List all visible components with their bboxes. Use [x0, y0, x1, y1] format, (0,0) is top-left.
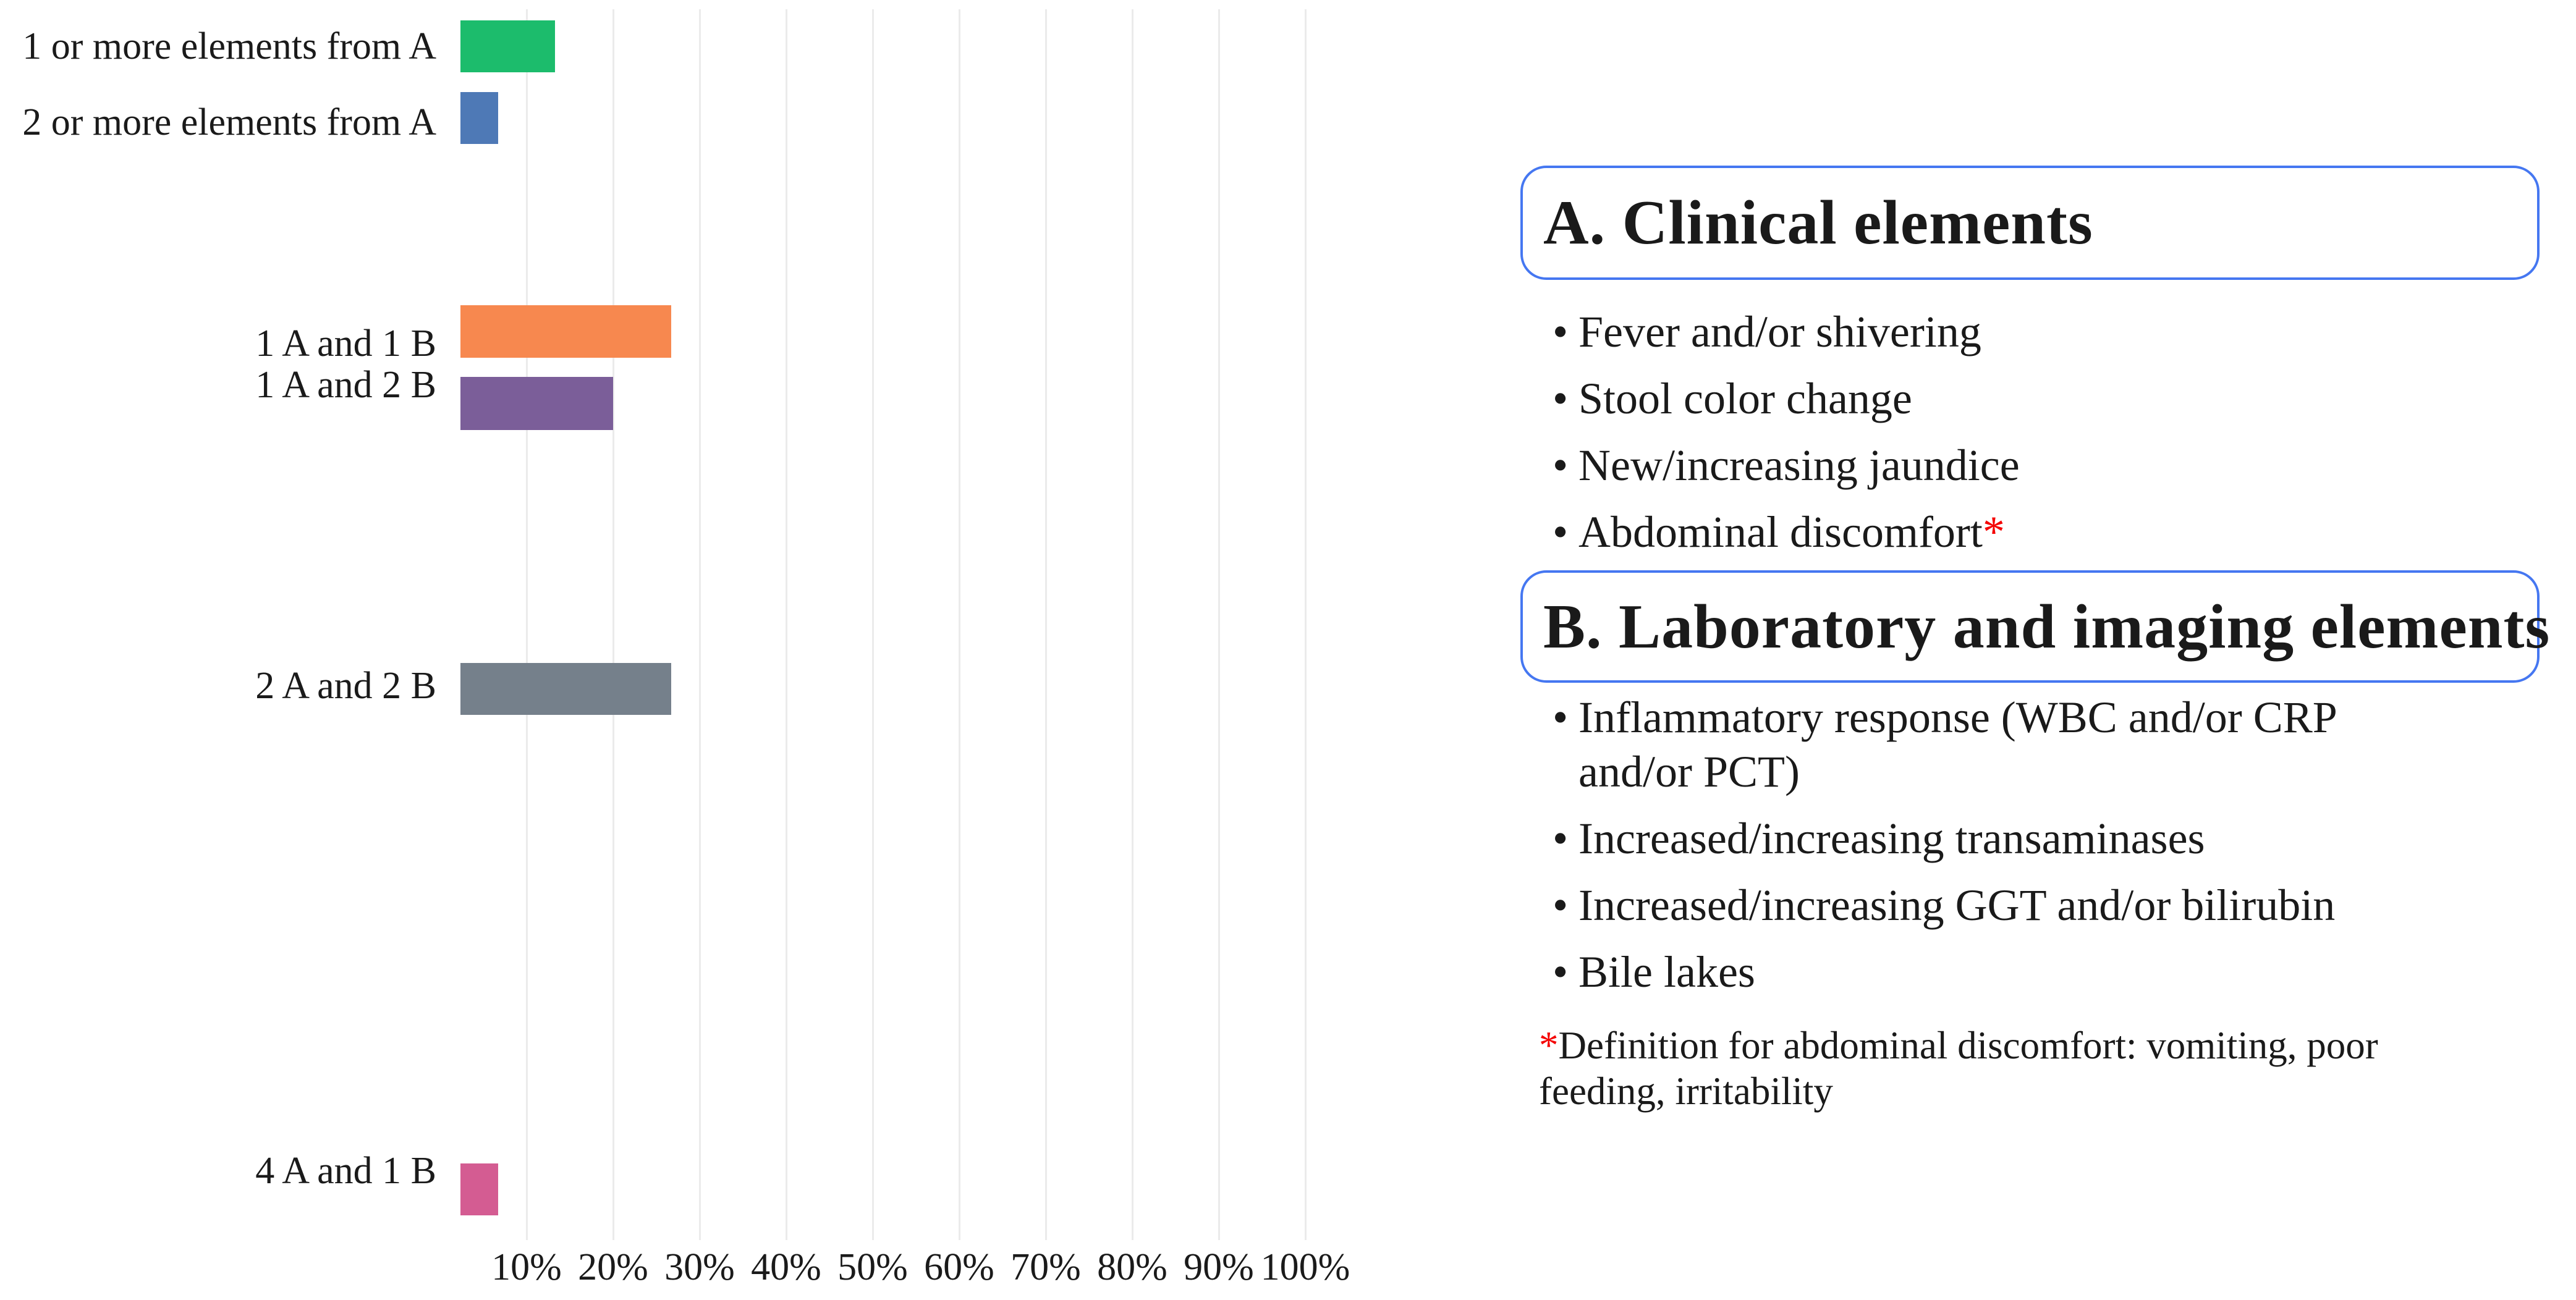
bullet-icon: •: [1553, 374, 1569, 423]
lab-imaging-item-3: • Increased/increasing GGT and/or bilirub…: [1553, 878, 2517, 932]
x-tick-label-80%: 80%: [1097, 1246, 1167, 1288]
clinical-elements-list: • Fever and/or shivering • Stool color chan…: [1553, 305, 2517, 572]
bullet-icon: •: [1553, 814, 1569, 863]
bullet-icon: •: [1553, 441, 1569, 490]
lab-imaging-item-3-line-1: Increased/increasing GGT and/or bilirubi…: [1578, 880, 2336, 930]
gridline-100%: [1305, 9, 1307, 1240]
category-label-4: 1 A and 2 B: [255, 364, 436, 406]
lab-imaging-elements-title: B. Laboratory and imaging elements: [1543, 591, 2551, 662]
clinical-item-3: • New/increasing jaundice: [1553, 438, 2517, 492]
gridline-20%: [612, 9, 614, 1240]
gridline-90%: [1218, 9, 1220, 1240]
x-tick-label-20%: 20%: [578, 1246, 648, 1288]
category-label-2: 2 or more elements from A: [22, 101, 436, 143]
bullet-icon: •: [1553, 947, 1569, 997]
clinical-item-2: • Stool color change: [1553, 371, 2517, 426]
category-label-3: 1 A and 1 B: [255, 323, 436, 365]
bullet-icon: •: [1553, 307, 1569, 357]
gridline-10%: [526, 9, 528, 1240]
clinical-item-4: • Abdominal discomfort*: [1553, 505, 2517, 559]
bar-1: [460, 20, 555, 72]
lab-imaging-item-1-line-2: and/or PCT): [1578, 747, 1800, 796]
lab-imaging-elements-box: B. Laboratory and imaging elements: [1520, 570, 2549, 683]
bullet-icon: •: [1553, 880, 1569, 930]
clinical-item-2-line-1: Stool color change: [1578, 374, 1912, 423]
x-tick-label-50%: 50%: [837, 1246, 908, 1288]
gridline-70%: [1045, 9, 1047, 1240]
bullet-icon: •: [1553, 507, 1569, 557]
x-tick-label-60%: 60%: [924, 1246, 994, 1288]
footnote: *Definition for abdominal discomfort: vo…: [1539, 1023, 2404, 1114]
bar-chart: 1 or more elements from A 2 or more eleme…: [22, 9, 1350, 1288]
clinical-elements-title: A. Clinical elements: [1543, 188, 2093, 258]
clinical-elements-box: A. Clinical elements: [1520, 166, 2540, 280]
x-tick-label-10%: 10%: [491, 1246, 562, 1288]
footnote-line-2: feeding, irritability: [1539, 1070, 1833, 1113]
bar-3: [460, 305, 671, 358]
gridline-60%: [959, 9, 960, 1240]
lab-imaging-item-4: • Bile lakes: [1553, 945, 2517, 999]
x-tick-label-90%: 90%: [1184, 1246, 1254, 1288]
clinical-item-1-line-1: Fever and/or shivering: [1578, 307, 1981, 357]
bar-2: [460, 92, 498, 144]
red-asterisk: *: [1982, 507, 2005, 557]
lab-imaging-item-2: • Increased/increasing transaminases: [1553, 811, 2517, 866]
category-label-5: 2 A and 2 B: [255, 665, 436, 707]
bar-6: [460, 1163, 498, 1215]
gridline-50%: [872, 9, 874, 1240]
clinical-item-1: • Fever and/or shivering: [1553, 305, 2517, 359]
category-label-6: 4 A and 1 B: [255, 1150, 436, 1192]
lab-imaging-elements-list: • Inflammatory response (WBC and/or CRP an…: [1553, 690, 2517, 1011]
x-tick-label-30%: 30%: [664, 1246, 735, 1288]
x-tick-label-100%: 100%: [1260, 1246, 1350, 1288]
gridline-80%: [1132, 9, 1133, 1240]
clinical-item-3-line-1: New/increasing jaundice: [1578, 441, 2020, 490]
lab-imaging-item-1: • Inflammatory response (WBC and/or CRP an…: [1553, 690, 2517, 799]
red-asterisk: *: [1539, 1024, 1559, 1067]
footnote-line-1: *Definition for abdominal discomfort: vo…: [1539, 1024, 2378, 1067]
clinical-item-4-line-1: Abdominal discomfort*: [1578, 507, 2005, 557]
gridline-40%: [786, 9, 787, 1240]
bullet-icon: •: [1553, 693, 1569, 742]
bar-4: [460, 377, 613, 430]
gridline-30%: [699, 9, 701, 1240]
bar-5: [460, 663, 671, 715]
lab-imaging-item-4-line-1: Bile lakes: [1578, 947, 1755, 997]
x-tick-label-70%: 70%: [1010, 1246, 1081, 1288]
lab-imaging-item-2-line-1: Increased/increasing transaminases: [1578, 814, 2205, 863]
category-label-1: 1 or more elements from A: [22, 25, 436, 67]
lab-imaging-item-1-line-1: Inflammatory response (WBC and/or CRP: [1578, 693, 2337, 742]
x-tick-label-40%: 40%: [751, 1246, 821, 1288]
